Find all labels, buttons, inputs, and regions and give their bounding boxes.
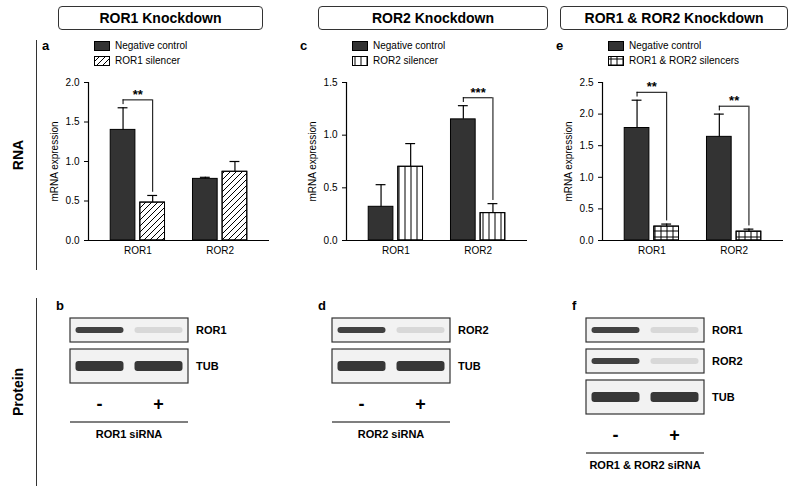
svg-text:ROR2: ROR2 <box>712 355 743 367</box>
html-text:a: a <box>42 38 50 53</box>
svg-text:ROR1 & ROR2 siRNA: ROR1 & ROR2 siRNA <box>589 459 700 471</box>
html-text:ROR1 & ROR2 Knockdown: ROR1 & ROR2 Knockdown <box>584 10 764 26</box>
html-text:ROR2 Knockdown: ROR2 Knockdown <box>371 10 495 26</box>
html-text:c: c <box>300 38 308 53</box>
svg-text:mRNA expression: mRNA expression <box>563 121 574 201</box>
svg-text:1.0: 1.0 <box>324 129 338 140</box>
svg-text:**: ** <box>133 87 144 102</box>
svg-text:0.5: 0.5 <box>66 195 80 206</box>
svg-text:1.0: 1.0 <box>66 156 80 167</box>
svg-text:ROR2: ROR2 <box>464 245 492 256</box>
html-text:Negative control: Negative control <box>373 40 446 51</box>
svg-text:ROR2 siRNA: ROR2 siRNA <box>358 428 425 440</box>
svg-text:mRNA expression: mRNA expression <box>49 121 60 201</box>
html-text:Negative control: Negative control <box>629 40 702 51</box>
svg-text:f: f <box>572 298 577 313</box>
svg-text:TUB: TUB <box>196 360 219 372</box>
svg-text:0.5: 0.5 <box>580 203 594 214</box>
svg-text:ROR2: ROR2 <box>206 245 234 256</box>
svg-text:+: + <box>415 394 426 414</box>
html-text:Negative control: Negative control <box>115 40 188 51</box>
svg-text:ROR1: ROR1 <box>124 245 152 256</box>
svg-text:b: b <box>56 298 64 313</box>
svg-text:+: + <box>669 425 680 445</box>
html-text:ROR2 silencer: ROR2 silencer <box>373 55 438 66</box>
svg-text:ROR1: ROR1 <box>712 324 743 336</box>
svg-text:0.0: 0.0 <box>66 235 80 246</box>
svg-text:1.5: 1.5 <box>580 140 594 151</box>
svg-text:**: ** <box>647 79 658 94</box>
svg-text:-: - <box>613 425 619 445</box>
svg-text:TUB: TUB <box>458 360 481 372</box>
svg-text:d: d <box>318 298 326 313</box>
svg-text:ROR2: ROR2 <box>458 324 489 336</box>
html-text:RNA: RNA <box>10 139 27 171</box>
html-text:ROR1 & ROR2 silencers: ROR1 & ROR2 silencers <box>629 55 739 66</box>
svg-text:ROR1: ROR1 <box>638 245 666 256</box>
svg-text:ROR1 siRNA: ROR1 siRNA <box>96 428 163 440</box>
html-text:ROR1 Knockdown: ROR1 Knockdown <box>99 10 222 26</box>
svg-text:mRNA expression: mRNA expression <box>307 121 318 201</box>
svg-text:0.5: 0.5 <box>324 182 338 193</box>
svg-text:2.5: 2.5 <box>580 77 594 88</box>
svg-text:+: + <box>153 394 164 414</box>
svg-text:-: - <box>359 394 365 414</box>
svg-text:***: *** <box>471 85 487 100</box>
svg-text:TUB: TUB <box>712 391 735 403</box>
svg-text:ROR1: ROR1 <box>196 324 227 336</box>
svg-text:1.5: 1.5 <box>66 116 80 127</box>
html-text:Protein: Protein <box>10 367 27 417</box>
svg-text:2.0: 2.0 <box>66 77 80 88</box>
svg-text:-: - <box>97 394 103 414</box>
svg-text:1.0: 1.0 <box>580 172 594 183</box>
svg-text:0.0: 0.0 <box>580 235 594 246</box>
svg-text:1.5: 1.5 <box>324 77 338 88</box>
svg-text:**: ** <box>729 93 740 108</box>
html-text:e: e <box>556 38 564 53</box>
svg-text:0.0: 0.0 <box>324 235 338 246</box>
html-text:ROR1 silencer: ROR1 silencer <box>115 55 180 66</box>
svg-text:ROR1: ROR1 <box>382 245 410 256</box>
svg-text:2.0: 2.0 <box>580 108 594 119</box>
svg-text:ROR2: ROR2 <box>720 245 748 256</box>
